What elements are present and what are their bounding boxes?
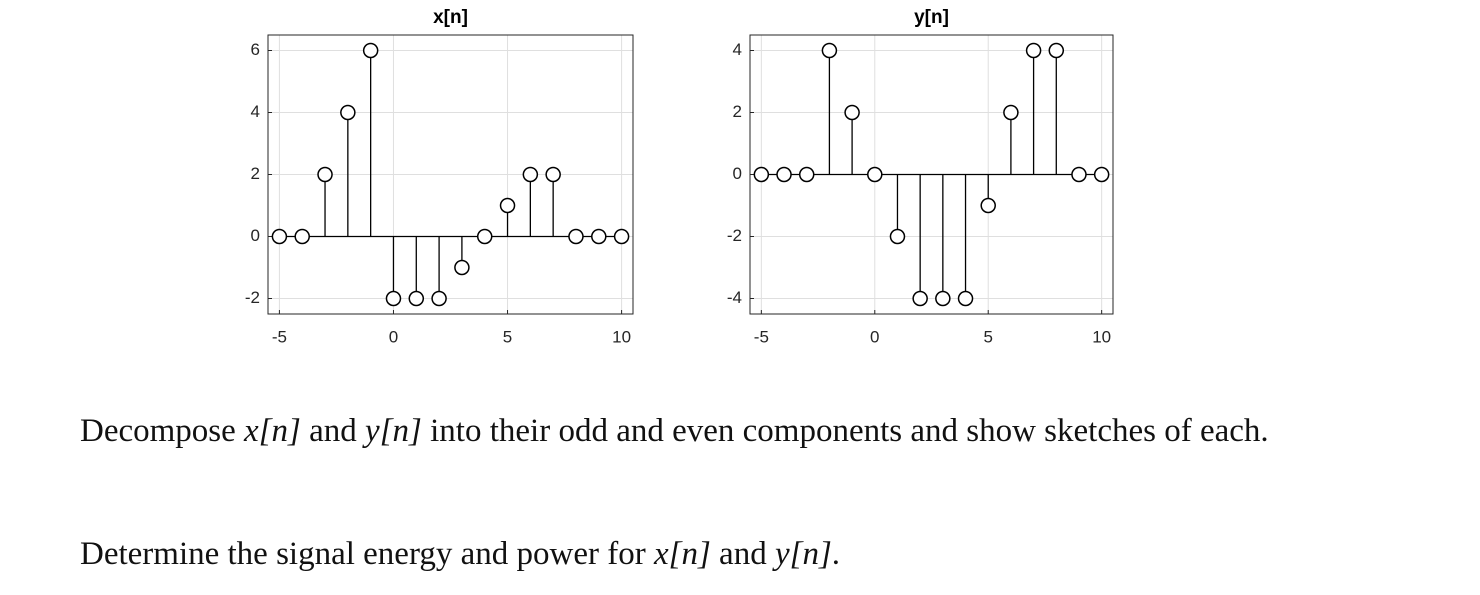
x-tick-label: -5 (754, 327, 769, 346)
stem-marker (844, 104, 860, 121)
chart-title: y[n] (914, 7, 949, 28)
y-tick-label: -2 (245, 288, 260, 307)
stem-marker (294, 228, 310, 245)
stem-marker (1003, 104, 1019, 121)
stem-marker (1071, 166, 1087, 183)
axes-box (267, 34, 634, 315)
y-tick-label: -2 (727, 226, 742, 245)
text: into their odd and even components and s… (421, 413, 1269, 449)
math: y[n] (365, 413, 422, 449)
stem-marker (1025, 42, 1042, 59)
y-tick-label: 0 (251, 226, 260, 245)
stem-marker (798, 166, 815, 183)
x-tick-label: 0 (870, 327, 879, 346)
charts: x[n] -5 0 5 10 -2 0 2 4 6 y[n] -5 0 5 10 -4 -2 0 2 4 (245, 7, 1114, 346)
x-tick-label: 10 (612, 327, 631, 346)
stem-marker (935, 290, 951, 307)
stem-marker (867, 166, 883, 183)
x-tick-label: 5 (503, 327, 512, 346)
x-tick-label: -5 (272, 327, 287, 346)
y-tick-label: 2 (251, 164, 260, 183)
stem-marker (821, 42, 838, 59)
math: y[n] (774, 536, 832, 572)
stem-marker (613, 228, 630, 245)
x-tick-label: 10 (1092, 327, 1111, 346)
x-tick-label: 5 (983, 327, 992, 346)
text: and (710, 536, 775, 572)
chart-title: x[n] (433, 7, 468, 28)
paragraph: Decompose x[n] and y[n] into their odd a… (80, 410, 1470, 452)
y-tick-label: 4 (733, 40, 742, 59)
stem-marker (545, 166, 561, 183)
stem-marker (776, 166, 792, 183)
text: . (831, 536, 841, 572)
text: Decompose (80, 413, 245, 449)
stem-marker (1093, 166, 1110, 183)
stem-marker (340, 104, 356, 121)
stem-marker (591, 228, 607, 245)
stem-marker (499, 197, 516, 214)
stem-marker (476, 228, 493, 245)
stem-marker (385, 290, 402, 307)
y-tick-label: -4 (727, 288, 742, 307)
text: Determine the signal energy and power fo… (80, 536, 654, 572)
stem-marker (1048, 42, 1065, 59)
stem-marker (889, 228, 906, 245)
stem-marker (431, 290, 447, 307)
stem-marker (568, 228, 584, 245)
stem-marker (753, 166, 770, 183)
stem-marker (408, 290, 425, 307)
text: and (300, 413, 366, 449)
math: x[n] (244, 413, 301, 449)
y-tick-label: 6 (251, 40, 260, 59)
axes-box (749, 34, 1114, 315)
paragraph: Determine the signal energy and power fo… (80, 533, 1470, 575)
y-tick-label: 0 (733, 164, 742, 183)
x-tick-label: 0 (389, 327, 398, 346)
y-tick-label: 2 (733, 102, 742, 121)
stem-marker (980, 197, 996, 214)
stem-marker (454, 259, 470, 276)
stem-marker (522, 166, 539, 183)
stem-marker (271, 228, 288, 245)
math: x[n] (653, 536, 711, 572)
y-tick-label: 4 (251, 102, 260, 121)
stem-marker (912, 290, 928, 307)
stem-marker (362, 42, 379, 59)
stem-marker (957, 290, 974, 307)
stem-marker (317, 166, 333, 183)
